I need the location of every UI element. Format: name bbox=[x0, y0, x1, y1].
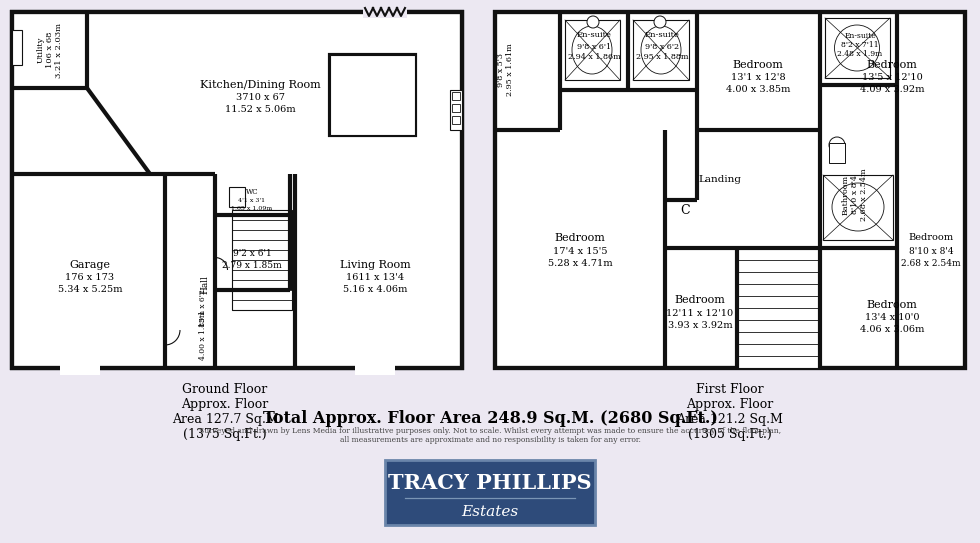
Bar bbox=[12, 12, 462, 368]
Bar bbox=[633, 20, 689, 80]
Text: Bedroom: Bedroom bbox=[555, 233, 606, 243]
Text: Bedroom: Bedroom bbox=[674, 295, 725, 305]
Polygon shape bbox=[12, 12, 462, 368]
Text: 12'11 x 12'10: 12'11 x 12'10 bbox=[666, 308, 734, 318]
Text: En-suite
8'2 x 7'11
2.48 x 1.9m: En-suite 8'2 x 7'11 2.48 x 1.9m bbox=[837, 32, 883, 58]
Circle shape bbox=[230, 188, 244, 202]
Text: Kitchen/Dining Room: Kitchen/Dining Room bbox=[200, 80, 320, 90]
Text: 1611 x 13'4: 1611 x 13'4 bbox=[346, 274, 404, 282]
Text: 9'8 x 5'3
2.95 x 1.61m: 9'8 x 5'3 2.95 x 1.61m bbox=[497, 43, 514, 96]
Text: 1.65 x 1.09m: 1.65 x 1.09m bbox=[231, 205, 272, 211]
Text: En-suite: En-suite bbox=[645, 31, 679, 39]
Text: 13'4 x 10'0: 13'4 x 10'0 bbox=[864, 313, 919, 323]
Text: Bathroom
8'10 x 8'4
2.68 x 2.54m: Bathroom 8'10 x 8'4 2.68 x 2.54m bbox=[842, 169, 868, 222]
Text: Landing: Landing bbox=[699, 175, 742, 185]
Text: Hall: Hall bbox=[201, 276, 210, 294]
Bar bbox=[385, 460, 595, 525]
Text: 4.00 x 3.85m: 4.00 x 3.85m bbox=[726, 85, 790, 94]
Text: 11.52 x 5.06m: 11.52 x 5.06m bbox=[224, 105, 295, 115]
Text: 9'8 x 6'1: 9'8 x 6'1 bbox=[577, 43, 612, 51]
Text: En-suite: En-suite bbox=[576, 31, 612, 39]
Text: 4.00 x 1.89m: 4.00 x 1.89m bbox=[199, 310, 207, 360]
Circle shape bbox=[829, 137, 845, 153]
Text: 2.79 x 1.85m: 2.79 x 1.85m bbox=[222, 262, 282, 270]
Text: Ground Floor
Approx. Floor
Area 127.7 Sq.M
(1375 Sq.Ft.): Ground Floor Approx. Floor Area 127.7 Sq… bbox=[172, 383, 278, 441]
Text: TRACY PHILLIPS: TRACY PHILLIPS bbox=[388, 473, 592, 493]
Text: 4'1 x 3'1: 4'1 x 3'1 bbox=[238, 198, 266, 203]
Bar bbox=[330, 55, 415, 135]
Text: 5.34 x 5.25m: 5.34 x 5.25m bbox=[58, 286, 122, 294]
Text: 4.06 x 3.06m: 4.06 x 3.06m bbox=[859, 325, 924, 334]
Text: 2.95 x 1.88m: 2.95 x 1.88m bbox=[636, 53, 688, 61]
Text: Total Approx. Floor Area 248.9 Sq.M. (2680 Sq.Ft.): Total Approx. Floor Area 248.9 Sq.M. (26… bbox=[263, 410, 717, 427]
Ellipse shape bbox=[641, 26, 681, 74]
Text: 17'4 x 15'5: 17'4 x 15'5 bbox=[553, 248, 608, 256]
Ellipse shape bbox=[572, 26, 612, 74]
Text: 2.94 x 1.86m: 2.94 x 1.86m bbox=[567, 53, 620, 61]
Bar bbox=[12, 30, 22, 65]
Bar bbox=[495, 12, 965, 368]
Text: Bedroom: Bedroom bbox=[866, 60, 917, 70]
Text: 9'8 x 6'2: 9'8 x 6'2 bbox=[645, 43, 679, 51]
Text: 13'5 x 12'10: 13'5 x 12'10 bbox=[861, 73, 922, 83]
Circle shape bbox=[587, 16, 599, 28]
Text: Utility
106 x 68
3.21 x 2.03m: Utility 106 x 68 3.21 x 2.03m bbox=[37, 22, 63, 78]
Bar bbox=[737, 248, 820, 368]
Text: Bedroom: Bedroom bbox=[908, 233, 954, 243]
Bar bbox=[232, 210, 292, 310]
Circle shape bbox=[654, 16, 666, 28]
Bar bbox=[452, 92, 460, 100]
Bar bbox=[452, 104, 460, 112]
Text: Bedroom: Bedroom bbox=[866, 300, 917, 310]
Bar bbox=[363, 8, 407, 18]
Text: Living Room: Living Room bbox=[340, 260, 411, 270]
Bar bbox=[825, 18, 890, 78]
Bar bbox=[823, 175, 893, 240]
Bar bbox=[229, 187, 245, 207]
Bar bbox=[829, 143, 845, 163]
Text: Garage: Garage bbox=[70, 260, 111, 270]
Text: 8'10 x 8'4: 8'10 x 8'4 bbox=[908, 248, 954, 256]
Text: 3.93 x 3.92m: 3.93 x 3.92m bbox=[667, 320, 732, 330]
Bar bbox=[12, 12, 462, 368]
Text: 176 x 173: 176 x 173 bbox=[66, 274, 115, 282]
Ellipse shape bbox=[835, 25, 879, 71]
Text: Surveyed and drawn by Lens Media for illustrative purposes only. Not to scale. W: Surveyed and drawn by Lens Media for ill… bbox=[199, 427, 781, 444]
Text: 5.16 x 4.06m: 5.16 x 4.06m bbox=[343, 286, 407, 294]
Text: 3710 x 67: 3710 x 67 bbox=[235, 93, 284, 103]
Bar bbox=[565, 20, 620, 80]
Text: Bedroom: Bedroom bbox=[733, 60, 783, 70]
Bar bbox=[452, 116, 460, 124]
Text: 2.68 x 2.54m: 2.68 x 2.54m bbox=[902, 260, 960, 268]
Text: 13'1 x 6'2: 13'1 x 6'2 bbox=[199, 289, 207, 327]
Text: 9'2 x 6'1: 9'2 x 6'1 bbox=[232, 249, 271, 258]
Text: Estates: Estates bbox=[462, 505, 518, 519]
Text: 5.28 x 4.71m: 5.28 x 4.71m bbox=[548, 260, 612, 268]
Text: 4.09 x 3.92m: 4.09 x 3.92m bbox=[859, 85, 924, 94]
Bar bbox=[495, 12, 965, 368]
Bar bbox=[450, 90, 462, 130]
Bar bbox=[60, 365, 100, 375]
Text: C: C bbox=[680, 204, 690, 217]
Text: First Floor
Approx. Floor
Area 121.2 Sq.M
(1305 Sq.Ft.): First Floor Approx. Floor Area 121.2 Sq.… bbox=[676, 383, 783, 441]
Text: WC: WC bbox=[246, 188, 259, 196]
Bar bbox=[355, 365, 395, 375]
Text: 13'1 x 12'8: 13'1 x 12'8 bbox=[731, 73, 785, 83]
Ellipse shape bbox=[832, 183, 884, 231]
Bar bbox=[330, 55, 415, 135]
